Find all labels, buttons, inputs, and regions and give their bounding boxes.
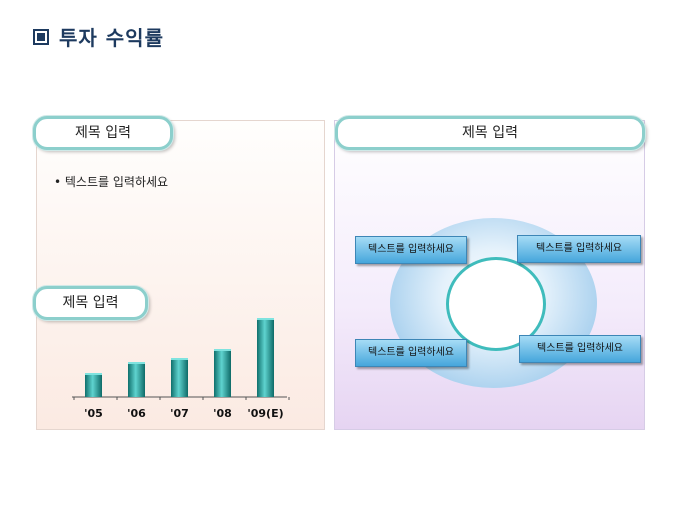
text-box-top-left[interactable]: 텍스트를 입력하세요 xyxy=(355,236,467,264)
chart-title-pill[interactable]: 제목 입력 xyxy=(33,286,148,320)
page-title-text: 투자 수익률 xyxy=(59,26,164,50)
x-tick-label: '09(E) xyxy=(247,407,283,420)
text-box-top-right[interactable]: 텍스트를 입력하세요 xyxy=(517,235,641,263)
bar-cap-4 xyxy=(257,318,274,320)
bar-0 xyxy=(85,373,102,397)
x-tick-label: '08 xyxy=(213,407,232,420)
bar-cap-0 xyxy=(85,373,102,375)
x-tick-label: '06 xyxy=(127,407,146,420)
page-title: 투자 수익률 xyxy=(33,22,164,51)
bar-2 xyxy=(171,358,188,397)
left-title-pill[interactable]: 제목 입력 xyxy=(33,116,173,150)
text-box-bottom-left[interactable]: 텍스트를 입력하세요 xyxy=(355,339,467,367)
bar-1 xyxy=(128,362,145,397)
x-tick-label: '05 xyxy=(84,407,103,420)
bullet-text: • 텍스트를 입력하세요 xyxy=(54,175,169,189)
bar-3 xyxy=(214,349,231,397)
bar-4 xyxy=(257,318,274,397)
x-tick-label: '07 xyxy=(170,407,189,420)
bar-cap-2 xyxy=(171,358,188,360)
square-bullet-icon xyxy=(33,29,49,45)
text-box-bottom-right[interactable]: 텍스트를 입력하세요 xyxy=(519,335,641,363)
bar-cap-3 xyxy=(214,349,231,351)
right-title-pill[interactable]: 제목 입력 xyxy=(335,116,645,150)
bar-cap-1 xyxy=(128,362,145,364)
